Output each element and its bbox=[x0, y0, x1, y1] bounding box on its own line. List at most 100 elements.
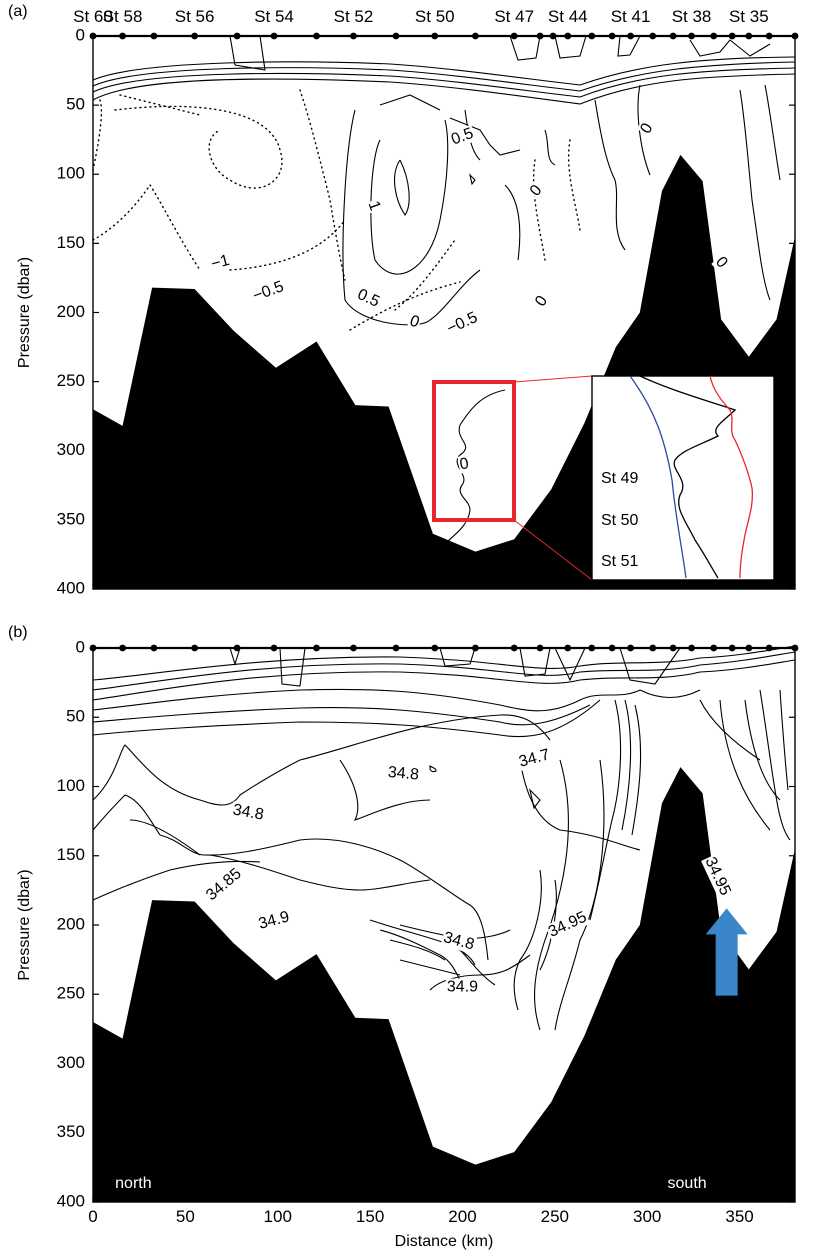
station-dot bbox=[350, 32, 357, 40]
bathymetry-fill bbox=[93, 767, 795, 1202]
station-dot bbox=[564, 644, 572, 652]
station-dot bbox=[233, 32, 241, 40]
station-label: St 38 bbox=[672, 7, 712, 26]
panel-b-annotations: north south bbox=[115, 1175, 707, 1192]
contour-label-mask bbox=[364, 197, 384, 215]
y-tick-label: 200 bbox=[57, 302, 85, 321]
contour-label-mask bbox=[406, 312, 423, 332]
x-tick-label: 250 bbox=[541, 1207, 569, 1226]
contour-label-mask bbox=[445, 978, 480, 996]
inset-legend-st50: St 50 bbox=[601, 512, 638, 529]
station-label: St 50 bbox=[415, 7, 455, 26]
station-dot bbox=[608, 644, 616, 652]
station-label: St 54 bbox=[254, 7, 294, 26]
y-tick-label: 150 bbox=[57, 845, 85, 864]
contour-label-mask bbox=[701, 853, 735, 900]
station-dot bbox=[233, 644, 241, 652]
contour-label-mask bbox=[448, 124, 477, 149]
contour-label: −1 bbox=[209, 252, 231, 273]
contour-label-mask bbox=[636, 119, 658, 138]
panel-a-axes: 0 50 100 150 200 250 300 350 400 Pressure (dbar) bbox=[16, 25, 799, 597]
station-dot bbox=[431, 644, 439, 652]
inset-highlight-box bbox=[432, 380, 516, 522]
contour-label-mask bbox=[386, 763, 421, 784]
contour-label: −0.5 bbox=[251, 278, 287, 305]
y-tick-label: 300 bbox=[57, 440, 85, 459]
y-tick-label: 100 bbox=[57, 164, 85, 183]
panel-a-label: (a) bbox=[8, 3, 28, 20]
inset-legend-st49: St 49 bbox=[601, 470, 638, 487]
station-dot bbox=[536, 644, 544, 652]
contour-label-mask bbox=[711, 252, 732, 273]
contour-label-mask bbox=[255, 908, 293, 934]
x-tick-label: 300 bbox=[633, 1207, 661, 1226]
panel-b-contours bbox=[92, 645, 796, 1031]
station-dot bbox=[627, 644, 634, 652]
y-tick-label: 50 bbox=[66, 707, 85, 726]
station-dot bbox=[536, 32, 544, 40]
contour-label: −0.5 bbox=[444, 309, 480, 338]
direction-annotation: south bbox=[668, 1175, 707, 1192]
station-label: St 35 bbox=[729, 7, 769, 26]
station-label: St 58 bbox=[103, 7, 143, 26]
panel-b-arrow bbox=[705, 908, 748, 996]
upwelling-arrow-icon bbox=[705, 908, 748, 996]
station-dot bbox=[649, 32, 657, 40]
panel-a-contours bbox=[92, 35, 796, 551]
x-tick-label: 150 bbox=[356, 1207, 384, 1226]
x-axis-label: Distance (km) bbox=[395, 1233, 494, 1250]
x-tick-label: 50 bbox=[176, 1207, 195, 1226]
station-dot bbox=[710, 32, 718, 40]
y-tick-label: 350 bbox=[57, 1122, 85, 1141]
inset-profile-st51 bbox=[629, 375, 687, 579]
station-dot bbox=[627, 32, 634, 40]
contour-label-mask bbox=[526, 180, 547, 201]
station-dot bbox=[270, 644, 278, 652]
y-axis-label: Pressure (dbar) bbox=[16, 869, 33, 980]
y-tick-label: 250 bbox=[57, 984, 85, 1003]
contour-label-mask bbox=[545, 908, 591, 942]
station-dot bbox=[549, 32, 557, 40]
contour-label-mask bbox=[208, 251, 233, 274]
y-tick-label: 400 bbox=[57, 578, 85, 597]
y-axis-label: Pressure (dbar) bbox=[16, 257, 33, 368]
station-label: St 47 bbox=[494, 7, 534, 26]
contour-label-mask bbox=[230, 801, 267, 824]
contour-label-mask bbox=[249, 277, 288, 306]
station-dot bbox=[270, 32, 278, 40]
contour-label: 0.5 bbox=[449, 125, 476, 149]
y-tick-label: 350 bbox=[57, 509, 85, 528]
station-dot bbox=[688, 644, 695, 652]
contour-label: 34.8 bbox=[231, 801, 265, 823]
station-dot bbox=[472, 644, 479, 652]
contour-label: 0.5 bbox=[355, 286, 382, 311]
y-tick-label: 200 bbox=[57, 914, 85, 933]
contour-label: 34.9 bbox=[447, 979, 478, 996]
station-dot bbox=[564, 32, 572, 40]
inset-legend-st51: St 51 bbox=[601, 553, 638, 570]
station-dot bbox=[191, 32, 199, 40]
station-dot bbox=[765, 644, 773, 652]
station-dot bbox=[688, 32, 695, 40]
contour-label-mask bbox=[516, 746, 553, 772]
station-dot bbox=[392, 32, 400, 40]
direction-annotation: north bbox=[115, 1175, 151, 1192]
station-label: St 41 bbox=[611, 7, 651, 26]
y-tick-label: 0 bbox=[76, 637, 85, 656]
y-tick-label: 250 bbox=[57, 371, 85, 390]
panel-b-axes: 0 50 100 150 200 250 300 350 400 Pressure (dbar) 0… bbox=[16, 637, 799, 1250]
station-dot bbox=[745, 644, 753, 652]
contour-label-mask bbox=[202, 864, 246, 905]
inset-profile-st49 bbox=[709, 375, 754, 579]
station-dot bbox=[669, 32, 677, 40]
station-dot bbox=[313, 644, 320, 652]
station-dot bbox=[431, 32, 439, 40]
station-dot bbox=[588, 644, 596, 652]
y-tick-label: 300 bbox=[57, 1053, 85, 1072]
panel-b: (b) bbox=[8, 624, 799, 1250]
contour-label-mask bbox=[440, 928, 478, 954]
station-label: St 60 bbox=[73, 7, 113, 26]
